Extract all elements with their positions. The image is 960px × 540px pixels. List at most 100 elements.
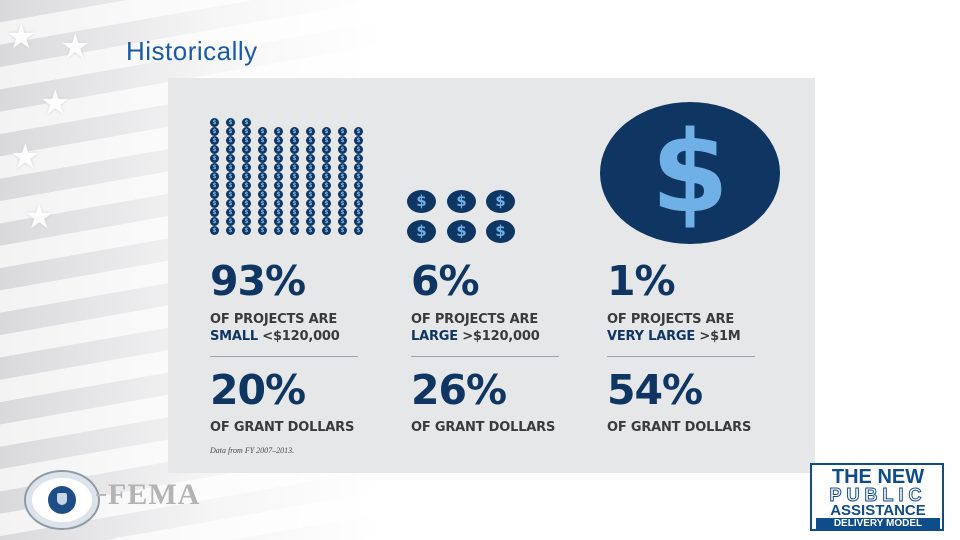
stat-small-dollars: 20% OF GRANT DOLLARS [210, 370, 354, 436]
dollar-coin-icon: $ [486, 220, 515, 243]
small-dollar-coin-icon: $ [210, 190, 219, 199]
small-dollar-coin-icon: $ [210, 172, 219, 181]
small-dollar-coin-icon: $ [306, 217, 315, 226]
small-dollar-coin-icon: $ [274, 208, 283, 217]
small-dollar-coin-icon: $ [226, 181, 235, 190]
star-icon: ★ [24, 198, 55, 236]
small-dollar-coin-icon: $ [210, 163, 219, 172]
small-dollar-coin-icon: $ [306, 127, 315, 136]
small-dollar-coin-icon: $ [258, 136, 267, 145]
small-dollar-coin-icon: $ [354, 217, 363, 226]
small-dollar-coin-icon: $ [258, 208, 267, 217]
small-dollar-coin-icon: $ [210, 199, 219, 208]
small-dollar-coin-icon: $ [226, 226, 235, 235]
small-dollar-coin-icon: $ [322, 145, 331, 154]
page-title: Historically [126, 36, 258, 66]
dollar-coin-icon: $ [486, 190, 515, 213]
small-dollar-coin-icon: $ [274, 190, 283, 199]
small-dollar-coin-icon: $ [290, 181, 299, 190]
small-dollar-coin-icon: $ [338, 136, 347, 145]
small-dollar-coin-icon: $ [306, 199, 315, 208]
threshold-value: >$1M [695, 329, 741, 344]
percent-value: 54% [607, 366, 703, 414]
small-dollar-coin-icon: $ [242, 145, 251, 154]
logo-line: PUBLIC [829, 485, 927, 505]
small-dollar-coin-icon: $ [242, 118, 251, 127]
stat-very-large-dollars: 54% OF GRANT DOLLARS [607, 370, 751, 436]
star-icon: ★ [60, 28, 91, 66]
star-icon: ★ [40, 84, 71, 122]
small-dollar-coin-icon: $ [354, 226, 363, 235]
small-dollar-coin-icon: $ [354, 199, 363, 208]
small-dollar-coin-icon: $ [274, 154, 283, 163]
stat-line: OF PROJECTS ARE [210, 312, 338, 327]
small-dollar-coin-icon: $ [338, 190, 347, 199]
small-dollar-coin-icon: $ [242, 208, 251, 217]
stat-very-large-projects: 1% OF PROJECTS ARE VERY LARGE >$1M [607, 261, 741, 345]
small-dollar-coin-icon: $ [226, 217, 235, 226]
small-dollar-coin-icon: $ [354, 163, 363, 172]
small-dollar-coin-icon: $ [338, 217, 347, 226]
small-dollar-coin-icon: $ [354, 136, 363, 145]
small-dollar-coin-icon: $ [354, 154, 363, 163]
small-dollar-coin-icon: $ [306, 181, 315, 190]
small-dollar-coin-icon: $ [258, 190, 267, 199]
percent-value: 20% [210, 366, 306, 414]
small-dollar-coin-icon: $ [290, 154, 299, 163]
small-dollar-coin-icon: $ [258, 217, 267, 226]
stat-small-projects: 93% OF PROJECTS ARE SMALL <$120,000 [210, 261, 340, 345]
dollar-coin-icon: $ [407, 220, 436, 243]
small-dollar-coin-icon: $ [258, 199, 267, 208]
small-dollar-coin-icon: $ [322, 190, 331, 199]
logo-line: DELIVERY MODEL [816, 518, 940, 530]
divider [210, 356, 358, 357]
size-label: LARGE [411, 329, 458, 344]
small-dollar-coin-icon: $ [338, 199, 347, 208]
dollar-coin-icon: $ [407, 190, 436, 213]
small-dollar-coin-icon: $ [274, 217, 283, 226]
small-dollar-coin-icon: $ [226, 118, 235, 127]
small-dollar-coin-icon: $ [242, 136, 251, 145]
small-dollar-coin-icon: $ [226, 145, 235, 154]
threshold-value: >$120,000 [457, 329, 540, 344]
small-dollar-coin-icon: $ [290, 208, 299, 217]
small-dollar-coin-icon: $ [338, 154, 347, 163]
small-dollar-coin-icon: $ [322, 136, 331, 145]
logo-line: ASSISTANCE [830, 502, 926, 519]
small-dollar-coin-icon: $ [338, 208, 347, 217]
small-dollar-coin-icon: $ [226, 136, 235, 145]
small-dollar-coin-icon: $ [290, 199, 299, 208]
small-dollar-coin-icon: $ [306, 154, 315, 163]
small-dollar-coin-icon: $ [242, 172, 251, 181]
size-label: VERY LARGE [607, 329, 696, 344]
small-dollar-coin-icon: $ [306, 190, 315, 199]
small-dollar-coin-icon: $ [290, 190, 299, 199]
stat-large-projects: 6% OF PROJECTS ARE LARGE >$120,000 [411, 261, 540, 345]
threshold-value: <$120,000 [257, 329, 340, 344]
small-dollar-coin-icon: $ [242, 181, 251, 190]
small-dollar-coin-icon: $ [322, 217, 331, 226]
small-dollar-coin-icon: $ [290, 226, 299, 235]
small-dollar-coin-icon: $ [322, 226, 331, 235]
small-dollar-coin-icon: $ [242, 190, 251, 199]
stat-line: OF PROJECTS ARE [607, 312, 735, 327]
small-dollar-coin-icon: $ [258, 145, 267, 154]
small-dollar-coin-icon: $ [322, 208, 331, 217]
small-dollar-coin-icon: $ [290, 136, 299, 145]
small-dollar-coin-icon: $ [274, 145, 283, 154]
small-dollar-coin-icon: $ [258, 154, 267, 163]
small-dollar-coin-icon: $ [226, 199, 235, 208]
large-dollar-coin-icon: $ [600, 102, 780, 244]
small-dollar-coin-icon: $ [306, 226, 315, 235]
stat-description: OF PROJECTS ARE SMALL <$120,000 [210, 311, 340, 345]
small-dollar-coin-icon: $ [290, 127, 299, 136]
stat-description: OF PROJECTS ARE LARGE >$120,000 [411, 311, 540, 345]
stat-large-dollars: 26% OF GRANT DOLLARS [411, 370, 555, 436]
small-dollar-coin-icon: $ [354, 190, 363, 199]
small-dollar-coin-icon: $ [210, 217, 219, 226]
size-label: SMALL [210, 329, 258, 344]
small-dollar-coin-icon: $ [274, 172, 283, 181]
small-dollar-coin-icon: $ [274, 136, 283, 145]
small-dollar-coin-icon: $ [354, 172, 363, 181]
small-dollar-coin-icon: $ [306, 136, 315, 145]
